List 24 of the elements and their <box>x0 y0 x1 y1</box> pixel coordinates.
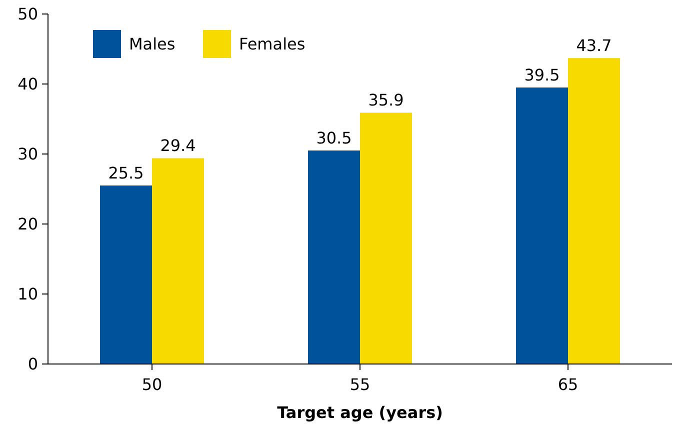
x-axis-title: Target age (years) <box>277 403 443 422</box>
data-label: 29.4 <box>160 136 196 156</box>
bar <box>308 150 360 364</box>
y-tick-label: 0 <box>28 354 38 374</box>
data-label: 25.5 <box>108 164 144 182</box>
y-tick-label: 30 <box>18 144 38 164</box>
data-label: 30.5 <box>316 128 352 148</box>
x-tick-label: 50 <box>142 375 162 394</box>
bar <box>568 58 620 364</box>
data-label: 39.5 <box>524 66 560 84</box>
legend-label: Males <box>129 34 176 54</box>
x-tick-label: 55 <box>350 375 370 394</box>
bar <box>516 88 568 364</box>
y-tick-label: 40 <box>18 74 38 94</box>
data-label: 43.7 <box>576 36 612 56</box>
y-tick-label: 50 <box>18 4 38 24</box>
y-tick-label: 10 <box>18 284 38 304</box>
y-tick-label: 20 <box>18 214 38 234</box>
legend-label: Females <box>239 34 306 54</box>
bar <box>100 186 152 364</box>
bar <box>152 158 204 364</box>
bar <box>360 112 412 364</box>
x-tick-label: 65 <box>558 375 578 394</box>
data-label: 35.9 <box>368 90 404 110</box>
